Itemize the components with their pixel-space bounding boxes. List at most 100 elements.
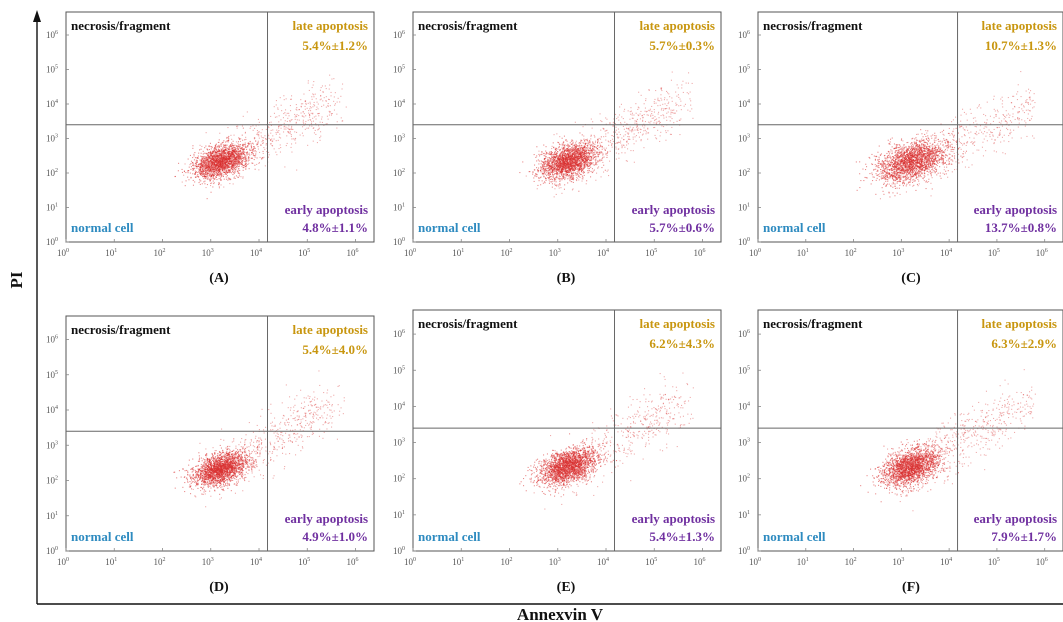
scatter-point: [227, 155, 229, 157]
scatter-point: [564, 157, 566, 159]
scatter-point: [240, 157, 242, 159]
scatter-point: [325, 106, 327, 108]
scatter-point: [269, 122, 271, 124]
scatter-point: [557, 172, 559, 174]
scatter-point: [251, 153, 253, 155]
scatter-point: [247, 145, 249, 147]
scatter-point: [571, 175, 573, 177]
scatter-point: [562, 174, 564, 176]
scatter-point: [565, 175, 567, 177]
scatter-point: [553, 170, 555, 172]
scatter-point: [680, 118, 682, 120]
scatter-point: [580, 161, 582, 163]
scatter-point: [573, 166, 575, 168]
scatter-point: [245, 168, 247, 170]
scatter-point: [600, 146, 602, 148]
scatter-point: [569, 145, 571, 147]
scatter-point: [583, 152, 585, 154]
scatter-point: [221, 157, 223, 159]
scatter-point: [232, 163, 234, 165]
scatter-point: [572, 177, 574, 179]
scatter-point: [316, 142, 318, 144]
scatter-point: [322, 100, 324, 102]
scatter-point: [648, 109, 650, 111]
scatter-point: [594, 146, 596, 148]
scatter-point: [553, 163, 555, 165]
scatter-point: [233, 150, 235, 152]
scatter-point: [234, 164, 236, 166]
scatter-point: [565, 153, 567, 155]
scatter-point: [558, 178, 560, 180]
scatter-point: [588, 147, 590, 149]
scatter-point: [241, 165, 243, 167]
scatter-point: [589, 160, 591, 162]
scatter-point: [223, 146, 225, 148]
scatter-point: [217, 169, 219, 171]
scatter-point: [246, 154, 248, 156]
scatter-point: [577, 164, 579, 166]
scatter-point: [578, 150, 580, 152]
scatter-point: [196, 166, 198, 168]
scatter-point: [242, 159, 244, 161]
scatter-point: [245, 136, 247, 138]
scatter-point: [296, 131, 298, 133]
scatter-point: [573, 166, 575, 168]
scatter-point: [248, 156, 250, 158]
scatter-point: [545, 169, 547, 171]
scatter-point: [236, 156, 238, 158]
scatter-point: [555, 193, 557, 195]
scatter-point: [545, 167, 547, 169]
scatter-point: [572, 175, 574, 177]
scatter-point: [663, 126, 665, 128]
scatter-point: [234, 148, 236, 150]
scatter-point: [555, 173, 557, 175]
scatter-point: [549, 171, 551, 173]
scatter-point: [574, 165, 576, 167]
scatter-point: [205, 162, 207, 164]
scatter-point: [237, 162, 239, 164]
scatter-point: [236, 151, 238, 153]
scatter-point: [218, 163, 220, 165]
scatter-point: [242, 167, 244, 169]
scatter-point: [315, 133, 317, 135]
scatter-point: [232, 165, 234, 167]
scatter-point: [630, 150, 632, 152]
scatter-point: [215, 160, 217, 162]
scatter-point: [562, 176, 564, 178]
scatter-point: [621, 144, 623, 146]
scatter-point: [569, 148, 571, 150]
scatter-point: [218, 168, 220, 170]
scatter-point: [664, 108, 666, 110]
scatter-point: [189, 154, 191, 156]
scatter-point: [647, 128, 649, 130]
scatter-point: [240, 153, 242, 155]
scatter-point: [211, 146, 213, 148]
scatter-point: [316, 106, 318, 108]
scatter-point: [562, 155, 564, 157]
scatter-point: [558, 143, 560, 145]
scatter-point: [542, 164, 544, 166]
scatter-point: [556, 156, 558, 158]
scatter-point: [566, 163, 568, 165]
scatter-point: [573, 153, 575, 155]
scatter-point: [200, 171, 202, 173]
scatter-point: [543, 165, 545, 167]
scatter-point: [607, 151, 609, 153]
scatter-point: [205, 152, 207, 154]
scatter-point: [221, 174, 223, 176]
scatter-point: [200, 164, 202, 166]
scatter-point: [577, 166, 579, 168]
scatter-point: [221, 168, 223, 170]
scatter-point: [202, 176, 204, 178]
scatter-point: [553, 169, 555, 171]
scatter-point: [551, 153, 553, 155]
scatter-point: [580, 151, 582, 153]
scatter-point: [208, 162, 210, 164]
scatter-point: [599, 113, 601, 115]
scatter-point: [232, 159, 234, 161]
scatter-point: [244, 139, 246, 141]
scatter-point: [307, 144, 309, 146]
scatter-point: [593, 154, 595, 156]
scatter-point: [219, 152, 221, 154]
scatter-point: [554, 169, 556, 171]
